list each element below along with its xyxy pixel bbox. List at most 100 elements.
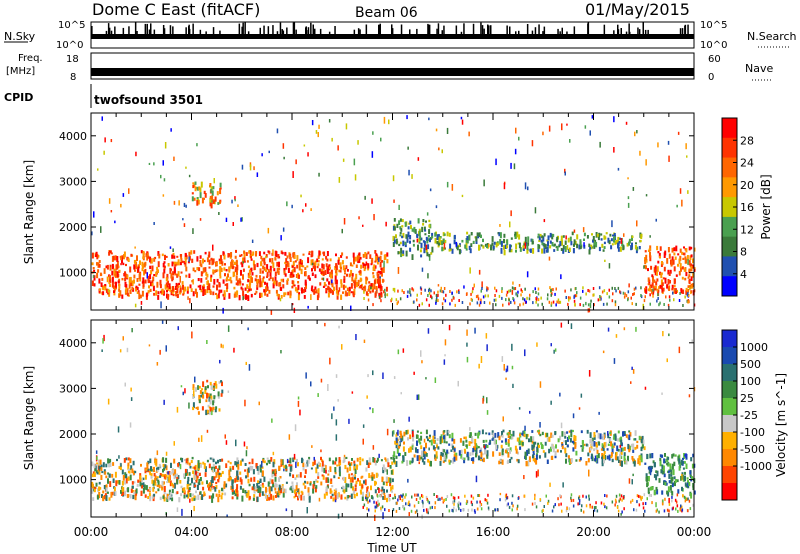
data-cell	[668, 480, 671, 484]
data-cell	[202, 494, 205, 497]
noise-cell	[659, 301, 661, 305]
data-cell	[182, 289, 185, 295]
noise-cell	[479, 500, 481, 504]
data-cell	[377, 278, 379, 284]
noise-cell	[652, 288, 654, 292]
data-cell	[196, 474, 199, 479]
data-cell	[649, 255, 652, 262]
data-cell	[592, 239, 594, 243]
data-cell	[458, 248, 461, 255]
data-cell	[586, 444, 589, 447]
data-cell	[568, 430, 571, 433]
data-cell	[230, 280, 233, 284]
data-cell	[493, 438, 496, 445]
noise-cell	[636, 220, 638, 227]
data-cell	[617, 236, 620, 243]
data-cell	[649, 486, 652, 491]
noise-cell	[643, 493, 646, 497]
noise-cell	[474, 510, 476, 514]
noise-cell	[658, 510, 660, 514]
noise-cell	[553, 505, 555, 509]
data-cell	[385, 482, 388, 486]
noise-cell	[437, 497, 439, 501]
data-cell	[102, 291, 105, 296]
data-cell	[644, 257, 646, 262]
noise-cell	[425, 298, 428, 302]
colorbar-tick-label: 8	[740, 246, 747, 259]
data-cell	[99, 288, 101, 292]
data-cell	[675, 245, 678, 252]
noise-cell	[438, 147, 440, 151]
data-cell	[478, 232, 481, 237]
noise-cell	[604, 259, 606, 262]
noise-cell	[581, 504, 583, 508]
colorbar-tick-label: -25	[740, 409, 758, 422]
data-cell	[672, 453, 675, 457]
power-xticks	[90, 113, 695, 310]
data-cell	[538, 429, 541, 435]
noise-cell	[662, 331, 664, 337]
noise-cell	[469, 427, 471, 431]
data-cell	[538, 244, 541, 249]
data-cell	[556, 236, 559, 243]
noise-cell	[526, 271, 529, 278]
noise-cell	[183, 223, 186, 227]
data-cell	[206, 289, 209, 294]
data-cell	[571, 429, 574, 433]
data-cell	[183, 473, 186, 478]
noise-cell	[516, 294, 519, 298]
data-cell	[216, 284, 218, 291]
nsky-spike	[559, 31, 561, 34]
data-cell	[302, 289, 305, 294]
data-cell	[136, 278, 139, 282]
data-cell	[441, 246, 444, 252]
data-cell	[481, 453, 484, 456]
data-cell	[336, 464, 339, 467]
data-cell	[179, 254, 182, 257]
data-cell	[300, 494, 303, 501]
data-cell	[386, 252, 389, 257]
noise-cell	[394, 493, 396, 497]
data-cell	[298, 264, 301, 271]
noise-cell	[684, 499, 687, 503]
data-cell	[568, 459, 571, 465]
data-cell	[669, 269, 672, 274]
data-cell	[670, 259, 672, 265]
nsky-spike	[620, 28, 622, 34]
noise-cell	[515, 127, 517, 134]
data-cell	[602, 448, 605, 452]
data-cell	[406, 460, 409, 466]
data-cell	[183, 261, 186, 265]
noise-cell	[450, 493, 453, 497]
data-cell	[660, 272, 663, 279]
noise-cell	[371, 286, 374, 290]
data-cell	[150, 468, 153, 472]
noise-cell	[184, 388, 186, 394]
data-cell	[272, 495, 275, 501]
data-cell	[633, 461, 636, 467]
noise-cell	[120, 463, 122, 467]
noise-cell	[425, 508, 428, 512]
noise-cell	[419, 496, 421, 500]
data-cell	[364, 285, 367, 292]
data-cell	[212, 400, 215, 406]
data-cell	[379, 261, 382, 268]
data-cell	[263, 251, 266, 255]
noise-cell	[247, 327, 249, 331]
data-cell	[498, 232, 501, 237]
data-cell	[674, 480, 676, 487]
nsky-spike	[242, 22, 244, 34]
noise-cell	[575, 287, 577, 290]
data-cell	[196, 406, 199, 411]
noise-cell	[619, 444, 621, 448]
noise-cell	[435, 293, 438, 297]
data-cell	[159, 284, 162, 289]
noise-cell	[313, 456, 315, 461]
data-cell	[227, 460, 230, 463]
noise-cell	[378, 295, 381, 299]
data-cell	[250, 477, 253, 482]
data-cell	[283, 465, 286, 469]
data-cell	[197, 385, 200, 390]
noise-cell	[428, 289, 430, 293]
data-cell	[648, 279, 651, 286]
